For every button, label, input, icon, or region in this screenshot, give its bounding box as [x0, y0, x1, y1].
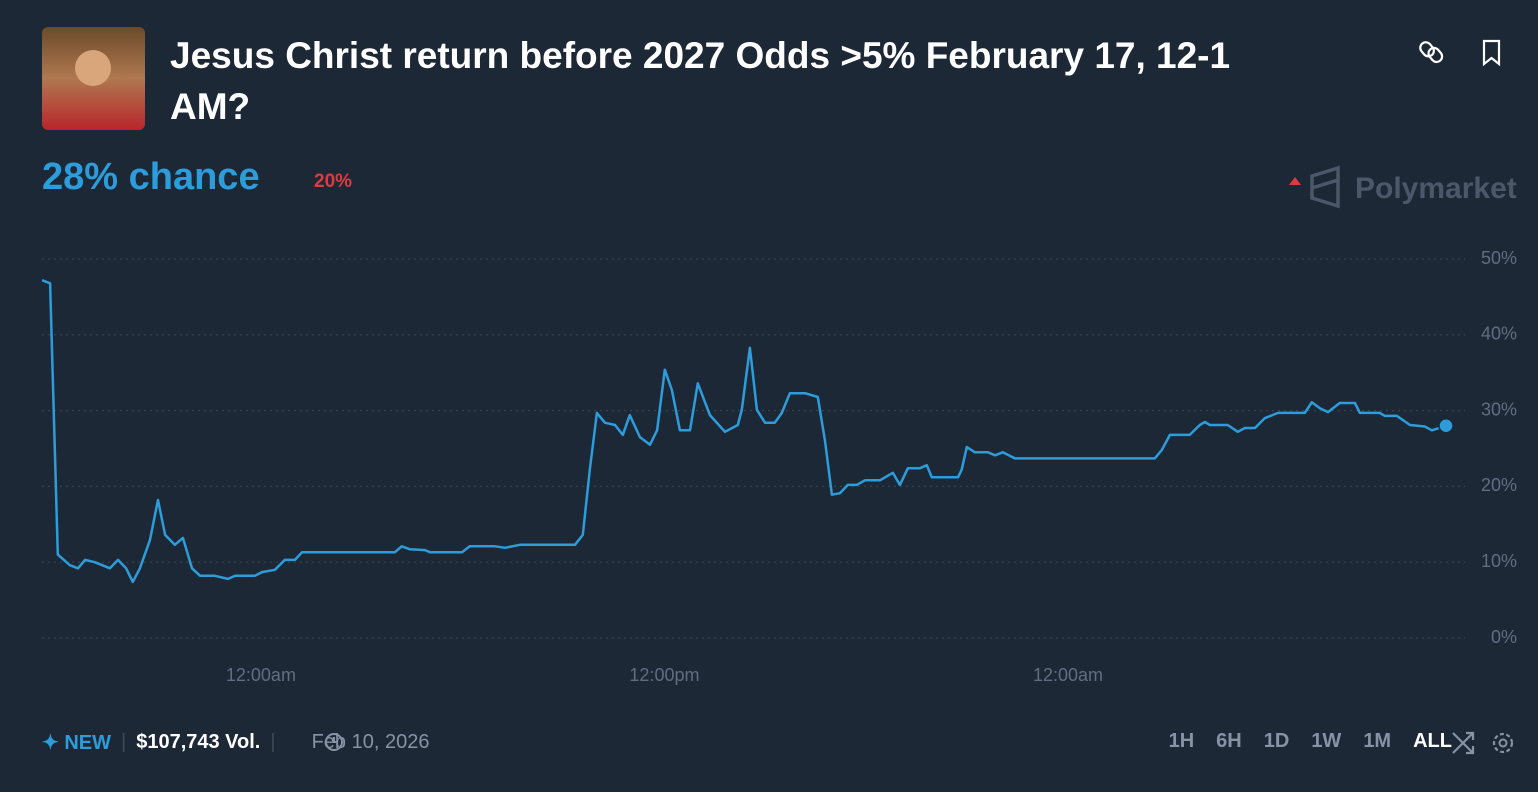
market-title: Jesus Christ return before 2027 Odds >5%… [170, 35, 1231, 127]
brand-logo [1310, 165, 1340, 209]
new-badge-text: NEW [64, 732, 111, 754]
range-button[interactable]: 1D [1263, 730, 1290, 752]
market-image-face [75, 50, 111, 86]
range-button[interactable]: 6H [1216, 730, 1242, 752]
y-tick-label: 20% [1481, 475, 1517, 495]
clock-icon [325, 733, 343, 751]
line [41, 279, 1447, 584]
separator: | [270, 731, 276, 753]
y-tick-label: 0% [1491, 627, 1517, 647]
range-button[interactable]: 1M [1363, 730, 1392, 752]
x-tick-label: 12:00am [226, 665, 296, 685]
brand: Polymarket [1355, 172, 1517, 205]
chance: 28% chance [42, 156, 260, 198]
range-button[interactable]: 1H [1168, 730, 1195, 752]
separator: | [121, 731, 127, 753]
y-tick-label: 30% [1481, 399, 1517, 419]
bookmark-icon[interactable] [1482, 39, 1501, 67]
x-tick-label: 12:00pm [629, 665, 699, 685]
link-icon[interactable] [1418, 40, 1444, 64]
volume: $107,743 Vol. [136, 731, 261, 753]
range-button[interactable]: ALL [1413, 730, 1452, 752]
clock-hands [333, 737, 338, 743]
shuffle-icon[interactable] [1452, 731, 1475, 755]
date: Feb 10, 2026 [311, 731, 430, 753]
footer-info: ✦ NEW | $107,743 Vol. | Feb 10, 2026 [42, 730, 429, 755]
settings-icon-center [1498, 738, 1508, 748]
change-arrow [1289, 177, 1301, 185]
y-tick-label: 50% [1481, 248, 1517, 268]
y-tick-label: 40% [1481, 324, 1517, 344]
range-button[interactable]: 1W [1311, 730, 1342, 752]
range-selector: 1H 6H 1D 1W 1M ALL [1147, 730, 1452, 753]
last-point [1438, 418, 1454, 434]
new-badge: ✦ NEW [42, 732, 111, 754]
x-tick-label: 12:00am [1033, 665, 1103, 685]
settings-icon[interactable] [1492, 732, 1514, 754]
y-tick-label: 10% [1481, 551, 1517, 571]
change: 20% [314, 171, 353, 192]
